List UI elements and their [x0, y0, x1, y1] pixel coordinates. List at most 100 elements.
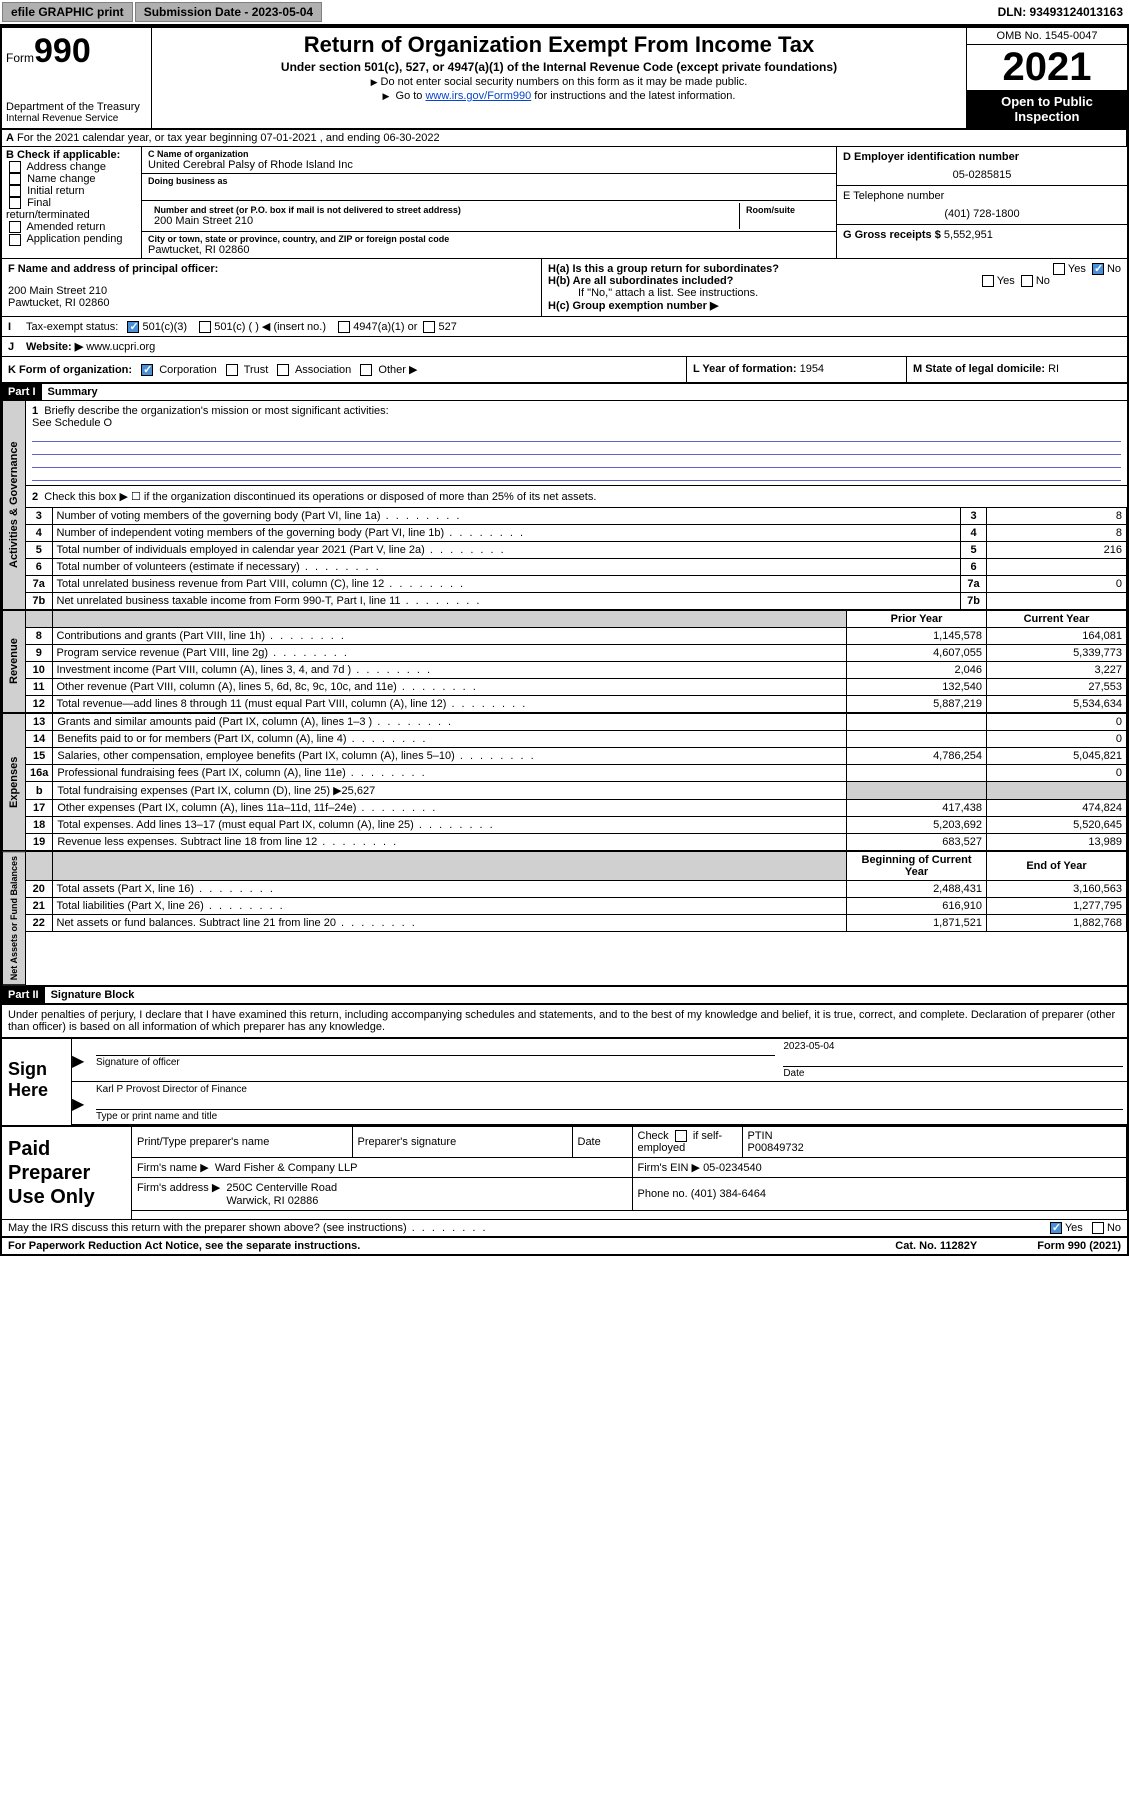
- corporation-checkbox[interactable]: [141, 364, 153, 376]
- paid-preparer-label: Paid Preparer Use Only: [2, 1127, 132, 1219]
- column-b-checkboxes: B Check if applicable: Address change Na…: [2, 147, 142, 258]
- org-name: United Cerebral Palsy of Rhode Island In…: [148, 159, 830, 171]
- website: www.ucpri.org: [86, 341, 155, 353]
- name-change-checkbox[interactable]: [9, 173, 21, 185]
- discuss-no-checkbox[interactable]: [1092, 1222, 1104, 1234]
- form-number: Form990: [6, 32, 147, 71]
- table-row: 16a Professional fundraising fees (Part …: [26, 765, 1127, 782]
- vtab-governance: Activities & Governance: [2, 400, 26, 610]
- vtab-net-assets: Net Assets or Fund Balances: [2, 851, 26, 985]
- form-header: Form990 Department of the Treasury Inter…: [2, 28, 1127, 130]
- officer-addr1: 200 Main Street 210: [8, 285, 535, 297]
- irs-text: Internal Revenue Service: [6, 113, 147, 124]
- 501c3-checkbox[interactable]: [127, 321, 139, 333]
- firm-addr1: 250C Centerville Road: [226, 1182, 337, 1194]
- table-row: 14 Benefits paid to or for members (Part…: [26, 731, 1127, 748]
- amended-return-checkbox[interactable]: [9, 221, 21, 233]
- sign-here-label: Sign Here: [2, 1039, 72, 1125]
- table-row: 5 Total number of individuals employed i…: [26, 542, 1127, 559]
- ha-yes-checkbox[interactable]: [1053, 263, 1065, 275]
- sign-date: 2023-05-04: [783, 1041, 1123, 1052]
- table-row: 20 Total assets (Part X, line 16) 2,488,…: [26, 881, 1127, 898]
- footer: For Paperwork Reduction Act Notice, see …: [2, 1236, 1127, 1254]
- table-row: 15 Salaries, other compensation, employe…: [26, 748, 1127, 765]
- table-row: 9 Program service revenue (Part VIII, li…: [26, 645, 1127, 662]
- officer-name: Karl P Provost Director of Finance: [96, 1084, 1123, 1095]
- officer-addr2: Pawtucket, RI 02860: [8, 297, 535, 309]
- section-governance: Activities & Governance 1 Briefly descri…: [2, 400, 1127, 610]
- 501c-checkbox[interactable]: [199, 321, 211, 333]
- association-checkbox[interactable]: [277, 364, 289, 376]
- section-net-assets: Net Assets or Fund Balances Beginning of…: [2, 851, 1127, 985]
- net-assets-table: Beginning of Current YearEnd of Year20 T…: [26, 851, 1127, 932]
- firm-name: Ward Fisher & Company LLP: [215, 1162, 358, 1174]
- initial-return-checkbox[interactable]: [9, 185, 21, 197]
- table-row: 22 Net assets or fund balances. Subtract…: [26, 915, 1127, 932]
- dln-text: DLN: 93493124013163: [998, 5, 1127, 19]
- open-to-public: Open to Public Inspection: [967, 90, 1127, 128]
- table-row: 18 Total expenses. Add lines 13–17 (must…: [26, 817, 1127, 834]
- self-employed-checkbox[interactable]: [675, 1130, 687, 1142]
- vtab-revenue: Revenue: [2, 610, 26, 713]
- table-row: 19 Revenue less expenses. Subtract line …: [26, 834, 1127, 851]
- table-row: 7a Total unrelated business revenue from…: [26, 576, 1127, 593]
- ptin: P00849732: [748, 1142, 804, 1154]
- firm-addr2: Warwick, RI 02886: [226, 1195, 318, 1207]
- part-i-header: Part I: [2, 384, 42, 400]
- line2-text: Check this box ▶ ☐ if the organization d…: [44, 491, 596, 503]
- table-row: 7b Net unrelated business taxable income…: [26, 593, 1127, 610]
- form-title: Return of Organization Exempt From Incom…: [158, 32, 960, 58]
- governance-table: 3 Number of voting members of the govern…: [26, 507, 1127, 610]
- tax-year: 2021: [967, 45, 1127, 90]
- submission-date-button[interactable]: Submission Date - 2023-05-04: [135, 2, 322, 22]
- table-row: 21 Total liabilities (Part X, line 26) 6…: [26, 898, 1127, 915]
- table-row: b Total fundraising expenses (Part IX, c…: [26, 782, 1127, 800]
- row-f-h: F Name and address of principal officer:…: [2, 258, 1127, 316]
- omb-number: OMB No. 1545-0047: [967, 28, 1127, 45]
- telephone: (401) 728-1800: [843, 202, 1121, 220]
- irs-form990-link[interactable]: www.irs.gov/Form990: [425, 90, 531, 102]
- section-expenses: Expenses 13 Grants and similar amounts p…: [2, 713, 1127, 851]
- part-ii-header: Part II: [2, 987, 45, 1003]
- row-a-tax-year: A For the 2021 calendar year, or tax yea…: [2, 130, 1127, 147]
- other-checkbox[interactable]: [360, 364, 372, 376]
- hb-no-checkbox[interactable]: [1021, 275, 1033, 287]
- sign-here-block: Sign Here ▶ Signature of officer 2023-05…: [2, 1037, 1127, 1125]
- 4947-checkbox[interactable]: [338, 321, 350, 333]
- ein: 05-0285815: [843, 163, 1121, 181]
- discuss-yes-checkbox[interactable]: [1050, 1222, 1062, 1234]
- table-row: 10 Investment income (Part VIII, column …: [26, 662, 1127, 679]
- ha-no-checkbox[interactable]: [1092, 263, 1104, 275]
- top-bar: efile GRAPHIC print Submission Date - 20…: [0, 0, 1129, 26]
- part-i-title: Summary: [42, 384, 104, 400]
- table-row: 8 Contributions and grants (Part VIII, l…: [26, 628, 1127, 645]
- table-row: 3 Number of voting members of the govern…: [26, 508, 1127, 525]
- application-pending-checkbox[interactable]: [9, 234, 21, 246]
- table-row: 6 Total number of volunteers (estimate i…: [26, 559, 1127, 576]
- form-footer: Form 990 (2021): [1037, 1240, 1121, 1252]
- table-row: 12 Total revenue—add lines 8 through 11 …: [26, 696, 1127, 713]
- address-change-checkbox[interactable]: [9, 161, 21, 173]
- firm-phone: (401) 384-6464: [691, 1188, 766, 1200]
- ssn-note: Do not enter social security numbers on …: [158, 76, 960, 88]
- mission: See Schedule O: [32, 417, 112, 429]
- hb-yes-checkbox[interactable]: [982, 275, 994, 287]
- vtab-expenses: Expenses: [2, 713, 26, 851]
- revenue-table: Prior YearCurrent Year8 Contributions an…: [26, 610, 1127, 713]
- name-arrow-icon: ▶: [72, 1082, 92, 1124]
- paid-preparer-block: Paid Preparer Use Only Print/Type prepar…: [2, 1125, 1127, 1219]
- gross-receipts: 5,552,951: [944, 229, 993, 241]
- table-row: 11 Other revenue (Part VIII, column (A),…: [26, 679, 1127, 696]
- section-revenue: Revenue Prior YearCurrent Year8 Contribu…: [2, 610, 1127, 713]
- form-container: Form990 Department of the Treasury Inter…: [0, 26, 1129, 1256]
- 527-checkbox[interactable]: [423, 321, 435, 333]
- efile-print-button[interactable]: efile GRAPHIC print: [2, 2, 133, 22]
- trust-checkbox[interactable]: [226, 364, 238, 376]
- cat-no: Cat. No. 11282Y: [895, 1240, 977, 1252]
- year-formation: 1954: [800, 363, 824, 375]
- signature-arrow-icon: ▶: [72, 1039, 92, 1081]
- paid-preparer-table: Print/Type preparer's name Preparer's si…: [132, 1127, 1127, 1211]
- final-return-checkbox[interactable]: [9, 197, 21, 209]
- dba: [148, 186, 830, 198]
- table-row: 17 Other expenses (Part IX, column (A), …: [26, 800, 1127, 817]
